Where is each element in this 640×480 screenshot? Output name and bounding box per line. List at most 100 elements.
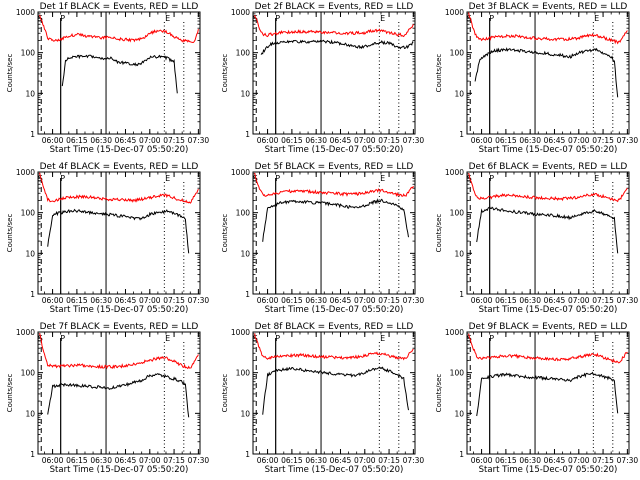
lld-series-line	[39, 333, 199, 370]
x-tick-label: 07:15	[163, 456, 185, 465]
x-tick-label: 07:00	[139, 456, 161, 465]
panel-title: Det 9f BLACK = Events, RED = LLD	[469, 322, 628, 332]
x-tick-label: 06:45	[544, 296, 566, 305]
events-series-line	[61, 54, 178, 94]
detector-panel-3: Det 3f BLACK = Events, RED = LLD 1 10 100 10…	[435, 2, 638, 155]
y-tick-label: 100	[450, 49, 465, 58]
x-tick-label: 06:00	[257, 456, 279, 465]
y-tick-label: 10	[25, 89, 35, 98]
x-tick-label: 06:45	[330, 456, 352, 465]
x-tick-label: 06:00	[471, 136, 493, 145]
x-tick-label: 07:30	[617, 456, 639, 465]
y-tick-label: 1	[245, 450, 250, 459]
e-marker-label: E	[594, 14, 599, 23]
x-tick-label: 07:15	[163, 136, 185, 145]
x-tick-label: 06:45	[330, 136, 352, 145]
y-axis-label: Counts/sec	[435, 214, 443, 253]
p-marker-label: P	[489, 14, 494, 23]
x-tick-label: 07:00	[139, 296, 161, 305]
y-tick-label: 1000	[445, 8, 464, 17]
x-tick-label: 06:45	[115, 296, 137, 305]
x-tick-label: 07:30	[403, 136, 425, 145]
x-axis-label: Start Time (15-Dec-07 05:50:20)	[265, 145, 404, 155]
lld-series-line	[254, 333, 414, 361]
y-tick-label: 10	[454, 249, 464, 258]
x-tick-label: 07:30	[188, 296, 210, 305]
start-marker-label: S	[467, 174, 472, 183]
x-tick-label: 06:45	[115, 136, 137, 145]
panel-title: Det 2f BLACK = Events, RED = LLD	[255, 2, 414, 12]
x-tick-label: 07:30	[188, 136, 210, 145]
y-tick-label: 1	[30, 450, 35, 459]
x-tick-label: 06:30	[305, 136, 327, 145]
panel-title: Det 3f BLACK = Events, RED = LLD	[469, 2, 628, 12]
x-tick-label: 06:15	[281, 456, 303, 465]
start-marker-label: S	[467, 334, 472, 343]
e-marker-label: E	[380, 14, 385, 23]
events-series-line	[476, 371, 619, 417]
y-tick-label: 1000	[16, 8, 35, 17]
x-tick-label: 07:00	[354, 136, 376, 145]
panel-title: Det 8f BLACK = Events, RED = LLD	[255, 322, 414, 332]
y-axis-label: Counts/sec	[221, 214, 229, 253]
x-tick-label: 06:30	[90, 136, 112, 145]
lld-series-line	[39, 172, 199, 204]
y-tick-label: 1	[459, 290, 464, 299]
x-tick-label: 06:30	[305, 296, 327, 305]
y-tick-label: 1000	[445, 328, 464, 337]
y-tick-label: 1	[459, 450, 464, 459]
start-marker-label: S	[253, 14, 258, 23]
x-tick-label: 06:00	[257, 296, 279, 305]
x-tick-label: 06:30	[90, 456, 112, 465]
events-series-line	[47, 372, 190, 418]
x-tick-label: 07:00	[354, 296, 376, 305]
events-series-line	[260, 39, 414, 55]
y-axis-label: Counts/sec	[221, 54, 229, 93]
plot-frame	[37, 171, 201, 295]
plot-frame	[37, 11, 201, 135]
x-tick-label: 07:30	[403, 296, 425, 305]
e-marker-label: E	[165, 14, 170, 23]
x-tick-label: 07:30	[403, 456, 425, 465]
detector-panel-9: Det 9f BLACK = Events, RED = LLD 1 10 100 10…	[435, 322, 638, 475]
x-tick-label: 07:15	[592, 296, 614, 305]
plot-frame	[252, 171, 416, 295]
x-tick-label: 06:15	[281, 296, 303, 305]
plot-frame	[252, 11, 416, 135]
x-tick-label: 07:00	[139, 136, 161, 145]
x-tick-label: 07:30	[617, 136, 639, 145]
lld-series-line	[254, 14, 414, 38]
x-tick-label: 07:15	[378, 456, 400, 465]
p-marker-label: P	[60, 174, 65, 183]
p-marker-label: P	[60, 334, 65, 343]
p-marker-label: P	[275, 14, 280, 23]
x-tick-label: 06:30	[519, 456, 541, 465]
x-tick-label: 07:00	[568, 456, 590, 465]
y-tick-label: 100	[236, 369, 251, 378]
y-tick-label: 100	[21, 49, 36, 58]
x-tick-label: 06:15	[66, 296, 88, 305]
e-marker-label: E	[380, 174, 385, 183]
p-marker-label: P	[489, 334, 494, 343]
y-tick-label: 10	[25, 409, 35, 418]
panel-title: Det 7f BLACK = Events, RED = LLD	[40, 322, 199, 332]
events-series-line	[476, 206, 619, 254]
plot-frame	[466, 171, 630, 295]
y-tick-label: 1	[245, 130, 250, 139]
x-tick-label: 06:15	[66, 136, 88, 145]
y-axis-label: Counts/sec	[6, 54, 14, 93]
y-tick-label: 1000	[16, 328, 35, 337]
p-marker-label: P	[489, 174, 494, 183]
x-axis-label: Start Time (15-Dec-07 05:50:20)	[479, 145, 618, 155]
lld-series-line	[254, 172, 414, 197]
y-tick-label: 1000	[231, 168, 250, 177]
events-series-line	[474, 47, 619, 98]
detector-panel-6: Det 6f BLACK = Events, RED = LLD 1 10 100 10…	[435, 162, 638, 315]
x-axis-label: Start Time (15-Dec-07 05:50:20)	[265, 465, 404, 475]
e-marker-label: E	[594, 174, 599, 183]
start-marker-label: S	[467, 14, 472, 23]
events-series-line	[47, 208, 190, 254]
y-tick-label: 100	[236, 209, 251, 218]
x-tick-label: 06:45	[544, 136, 566, 145]
p-marker-label: P	[275, 334, 280, 343]
